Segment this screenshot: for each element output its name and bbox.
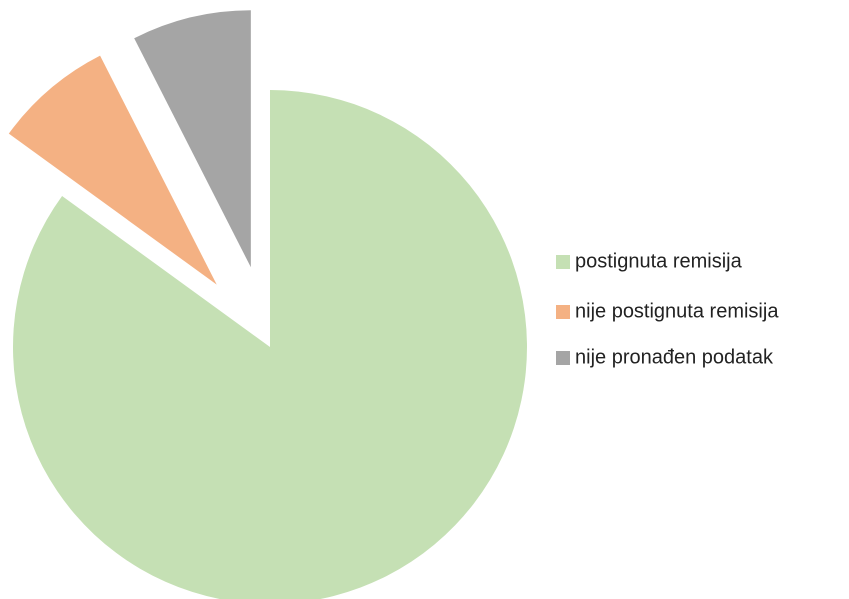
legend-swatch	[556, 305, 570, 319]
pie-slice	[8, 55, 217, 285]
legend-label: postignuta remisija	[575, 250, 743, 272]
legend-label: nije pronađen podatak	[575, 346, 774, 368]
legend-label: nije postignuta remisija	[575, 300, 779, 322]
legend-swatch	[556, 255, 570, 269]
pie-slice	[13, 90, 527, 599]
legend-swatch	[556, 351, 570, 365]
pie-slice	[134, 10, 251, 268]
